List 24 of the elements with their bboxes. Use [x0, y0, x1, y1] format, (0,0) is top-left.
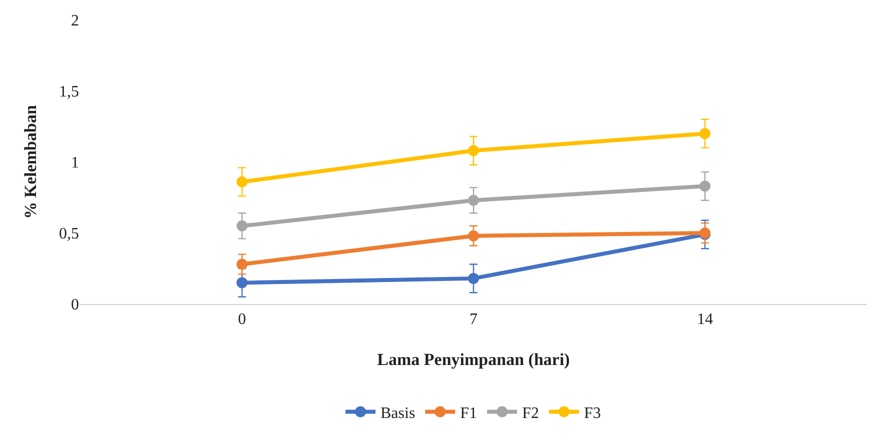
y-tick-label: 0,5	[59, 226, 79, 243]
y-tick-label: 2	[71, 12, 79, 30]
point	[468, 230, 479, 242]
y-axis-title: % Kelembaban	[21, 104, 40, 219]
x-axis-title: Lama Penyimpanan (hari)	[377, 350, 570, 369]
x-tick-label: 14	[696, 311, 713, 328]
legend-label: F3	[584, 405, 601, 422]
y-tick-label: 1,5	[59, 84, 79, 101]
point	[699, 180, 710, 192]
x-tick-label: 0	[238, 311, 246, 328]
point	[236, 176, 248, 188]
point	[699, 128, 710, 140]
point	[468, 145, 479, 156]
point	[236, 220, 248, 232]
y-tick-label: 0	[71, 296, 79, 314]
legend-label: F2	[522, 405, 539, 422]
y-tick-label: 1	[71, 154, 79, 172]
legend-label: F1	[460, 405, 478, 422]
x-tick-label: 7	[470, 311, 478, 328]
legend-label: Basis	[380, 405, 416, 422]
point	[236, 258, 248, 270]
point	[236, 277, 248, 288]
point	[468, 194, 479, 206]
point	[468, 272, 479, 284]
